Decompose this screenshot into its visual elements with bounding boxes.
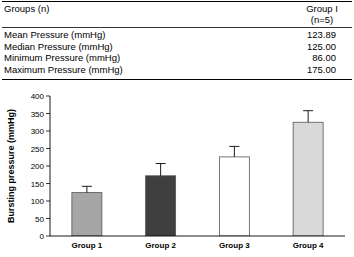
error-bar <box>303 111 313 123</box>
tick <box>46 113 50 114</box>
tick <box>46 131 50 132</box>
category-label: Group 1 <box>72 241 103 250</box>
header: Group I <box>306 3 338 14</box>
category-label: Group 3 <box>219 241 250 250</box>
tick <box>46 218 50 219</box>
error-bar <box>229 146 239 157</box>
y-label: Bursting pressure (mmHg) <box>6 109 16 223</box>
tick <box>46 236 50 237</box>
tick-label: 200 <box>31 162 45 171</box>
bar <box>293 122 323 236</box>
tick-label: 50 <box>35 215 44 224</box>
category-label: Group 4 <box>293 241 324 250</box>
tick <box>46 96 50 97</box>
x-axis <box>50 236 345 237</box>
rule <box>2 1 352 2</box>
tick-label: 100 <box>31 197 45 206</box>
chart: Bursting pressure (mmHg) 0 50 100 150 200 250 3… <box>0 84 354 257</box>
tick-label: 150 <box>31 180 45 189</box>
header: Groups (n) <box>4 3 49 14</box>
tick-label: 400 <box>31 92 45 101</box>
row-value: 86.00 <box>312 52 336 63</box>
bar <box>146 176 176 236</box>
error-bar <box>82 186 92 192</box>
tick-label: 300 <box>31 127 45 136</box>
bar <box>72 193 102 236</box>
tick <box>46 201 50 202</box>
row-value: 175.00 <box>307 64 336 75</box>
rule <box>2 27 352 28</box>
bars <box>72 111 323 236</box>
tick <box>46 148 50 149</box>
bar <box>219 157 249 236</box>
row-label: Median Pressure (mmHg) <box>4 41 113 52</box>
error-bar <box>156 164 166 176</box>
category-label: Group 2 <box>145 241 176 250</box>
row-label: Mean Pressure (mmHg) <box>4 29 105 40</box>
tick-label: 250 <box>31 145 45 154</box>
row-label: Minimum Pressure (mmHg) <box>4 52 120 63</box>
tick <box>46 166 50 167</box>
tick-label: 0 <box>40 232 45 241</box>
subheader: (n=5) <box>311 14 333 25</box>
row-label: Maximum Pressure (mmHg) <box>4 64 123 75</box>
y-axis <box>50 96 51 236</box>
tick <box>46 183 50 184</box>
row-value: 123.89 <box>307 29 336 40</box>
rule <box>2 79 352 80</box>
table: Groups (n) Group I(n=5) Mean Pressure (mmH… <box>0 0 354 84</box>
row-value: 125.00 <box>307 41 336 52</box>
tick-label: 350 <box>31 110 45 119</box>
